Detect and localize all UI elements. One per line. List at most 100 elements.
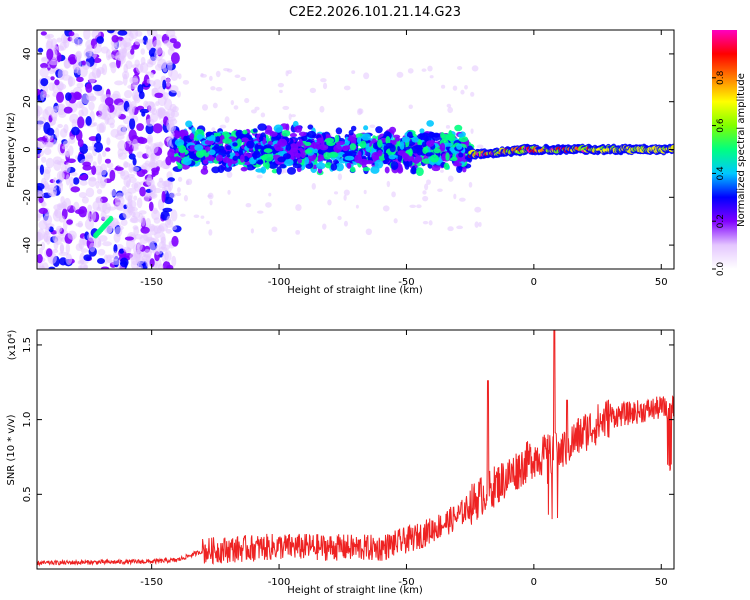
- spectrogram-cell: [391, 191, 396, 198]
- spectrogram-cell: [289, 143, 299, 153]
- spectrogram-cell: [346, 162, 352, 168]
- spectrogram-ytick-label: -20: [22, 189, 33, 205]
- spectrogram-cell: [382, 205, 390, 212]
- spectrogram-cell: [139, 234, 149, 244]
- spectrogram-cell: [257, 123, 267, 131]
- spectrogram-cell: [83, 254, 92, 261]
- spectrogram-cell: [85, 83, 93, 94]
- spectrogram-cell: [429, 154, 440, 163]
- spectrogram-cell: [95, 68, 102, 77]
- spectrogram-cell: [37, 183, 45, 191]
- spectrogram-cell: [54, 79, 60, 86]
- spectrogram-cell: [356, 108, 363, 116]
- spectrogram-cell: [388, 154, 397, 160]
- spectrogram-cell: [45, 141, 54, 147]
- spectrogram-cell: [45, 157, 55, 169]
- spectrogram-cell: [171, 225, 178, 231]
- spectrogram-cell: [287, 166, 297, 175]
- spectrogram-cell: [316, 162, 326, 170]
- spectrogram-cell: [233, 105, 239, 110]
- spectrogram-cell: [344, 155, 355, 161]
- spectrogram-cell: [164, 250, 172, 262]
- spectrogram-cell: [137, 136, 145, 144]
- spectrogram-cell: [44, 166, 51, 175]
- spectrogram-cell: [178, 145, 187, 154]
- spectrogram-cell: [377, 149, 383, 157]
- spectrogram-cell: [136, 123, 144, 131]
- colorbar-tick-label: 0.6: [716, 118, 726, 133]
- spectrogram-cell: [319, 105, 325, 113]
- spectrogram-cell: [59, 257, 68, 266]
- spectrogram-cell: [204, 146, 211, 152]
- spectrogram-cell: [145, 38, 153, 51]
- spectrogram-cell: [56, 52, 62, 63]
- spectrogram-cell: [375, 126, 383, 134]
- spectrogram-cell: [162, 79, 167, 90]
- spectrogram-cell: [77, 260, 85, 265]
- spectrogram-cell: [107, 54, 115, 59]
- spectrogram-cell: [174, 156, 181, 162]
- spectrogram-cell: [313, 141, 321, 151]
- spectrogram-cell: [114, 80, 124, 86]
- snr-ylabel: SNR (10 * v/v): [6, 414, 17, 485]
- snr-xtick-label: -100: [268, 577, 291, 588]
- spectrogram-cell: [58, 215, 65, 223]
- spectrogram-cell: [279, 163, 287, 169]
- spectrogram-cell: [48, 69, 55, 75]
- spectrogram-cell: [447, 226, 454, 232]
- spectrogram-cell: [185, 120, 193, 128]
- spectrogram-cell: [440, 84, 446, 89]
- spectrogram-cell: [123, 89, 133, 99]
- snr-ytick-label: 1.0: [22, 412, 33, 428]
- spectrogram-cell: [117, 30, 128, 36]
- spectrogram-cell: [196, 134, 203, 140]
- spectrogram-cell: [277, 138, 288, 147]
- spectrogram-cell: [250, 109, 257, 114]
- spectrogram-cell: [245, 164, 256, 171]
- spectrogram-cell: [81, 196, 89, 204]
- spectrogram-cell: [215, 136, 221, 143]
- spectrogram-cell: [343, 194, 347, 201]
- spectrogram-cell: [78, 238, 85, 250]
- spectrogram-cell: [87, 204, 93, 212]
- spectrogram-cell: [425, 152, 432, 157]
- spectrogram-cell: [92, 201, 100, 211]
- spectrogram-cell: [110, 258, 121, 266]
- snr-scale-label: (x10⁴): [7, 330, 18, 361]
- spectrogram-cell: [57, 68, 65, 80]
- spectrogram-cell: [443, 162, 450, 170]
- spectrogram-cell: [119, 257, 129, 268]
- spectrogram-cell: [143, 100, 149, 108]
- spectrogram-cell: [182, 79, 190, 85]
- spectrogram-cell: [83, 30, 91, 40]
- spectrogram-cell: [50, 45, 58, 51]
- spectrogram-cell: [304, 149, 313, 154]
- spectrogram-cell: [273, 124, 284, 133]
- spectrogram-cell: [76, 101, 84, 109]
- spectrogram-cell: [171, 235, 179, 247]
- spectrogram-cell: [470, 91, 475, 97]
- spectrogram-cell: [154, 245, 161, 256]
- spectrogram-cell: [264, 144, 272, 149]
- spectrogram-cell: [77, 138, 84, 148]
- spectrogram-cell: [97, 240, 102, 247]
- spectrogram-cell: [131, 207, 138, 212]
- spectrogram-cell: [384, 166, 390, 174]
- spectrogram-cell: [111, 93, 120, 99]
- spectrogram-cell: [337, 173, 343, 181]
- spectrogram-cell: [166, 119, 172, 131]
- spectrogram-cell: [169, 38, 177, 44]
- snr-frame: [36, 329, 675, 570]
- spectrogram-cell: [289, 132, 298, 138]
- spectrogram-cell: [68, 56, 77, 65]
- spectrogram-cell: [43, 83, 48, 95]
- spectrogram-ticks: -150 -100 -50 0 50 -40 -20 0 20 40: [22, 30, 674, 288]
- spectrogram-cell: [48, 82, 55, 91]
- snr-panel: -150 -100 -50 0 50 0.5 1.0 1.5 Height of straig…: [6, 329, 675, 596]
- spectrogram-cell: [177, 163, 183, 170]
- spectrogram-cell: [78, 109, 84, 117]
- spectrogram-cell: [41, 57, 50, 64]
- spectrogram-cell: [363, 189, 367, 195]
- spectrogram-cell: [377, 139, 383, 148]
